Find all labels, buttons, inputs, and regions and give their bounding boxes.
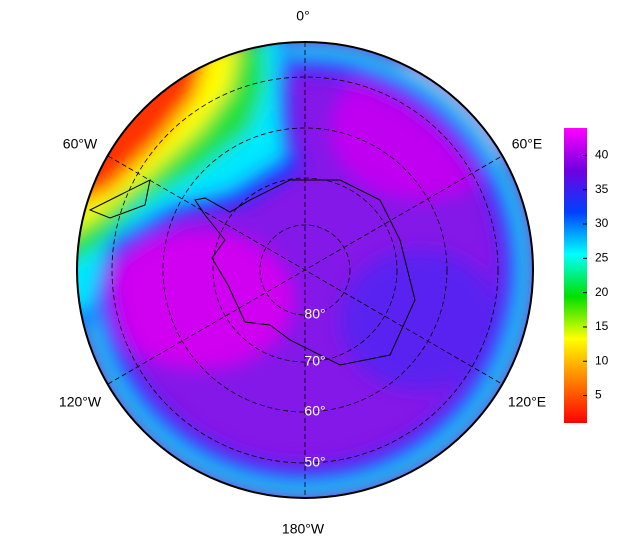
lat-labels: 80° 70° 60° 50°: [304, 306, 325, 470]
colorbar-tick-label: 20: [595, 285, 609, 299]
colorbar-tick-label: 5: [595, 388, 602, 402]
lon-label: 60°W: [63, 136, 98, 152]
map-border: [76, 41, 534, 499]
lon-label: 60°E: [512, 136, 543, 152]
lon-label: 120°E: [508, 394, 546, 410]
field: [77, 42, 533, 498]
lat-label: 70°: [304, 353, 325, 369]
lat-label: 50°: [304, 454, 325, 470]
lon-label: 180°W: [282, 521, 325, 537]
lat-label: 60°: [304, 403, 325, 419]
lon-label: 120°W: [59, 394, 102, 410]
colorbar-tick-label: 30: [595, 216, 609, 230]
colorbar-tick-label: 15: [595, 319, 609, 333]
colorbar: [564, 128, 587, 423]
colorbar-tick-label: 40: [595, 148, 609, 162]
lon-label: 0°: [296, 8, 309, 24]
lat-label: 80°: [304, 306, 325, 322]
colorbar-tick-label: 10: [595, 353, 609, 367]
colorbar-tick-label: 25: [595, 251, 609, 265]
colorbar-tick-label: 35: [595, 182, 609, 196]
